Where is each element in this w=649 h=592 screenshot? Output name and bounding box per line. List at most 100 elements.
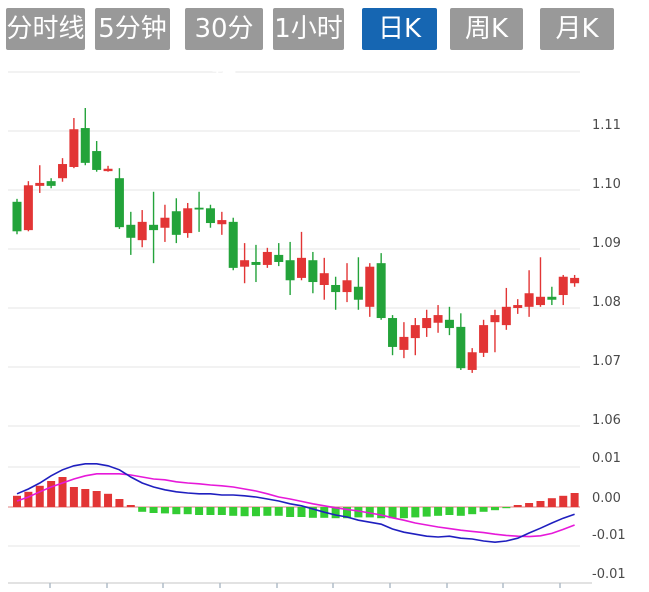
candle-body bbox=[444, 319, 454, 329]
macd-histogram-bar bbox=[24, 491, 33, 507]
tab-30min[interactable]: 30分钟 bbox=[185, 8, 263, 86]
candle bbox=[410, 318, 420, 356]
macd-histogram-bar bbox=[81, 489, 90, 507]
candle-body bbox=[240, 260, 250, 267]
candle bbox=[126, 211, 136, 255]
macd-histogram-bar bbox=[240, 507, 249, 517]
candle-body bbox=[217, 220, 227, 225]
macd-histogram-bar bbox=[377, 507, 386, 519]
candle-body bbox=[388, 318, 398, 347]
macd-histogram-bar bbox=[536, 501, 545, 507]
candle-body bbox=[114, 178, 124, 228]
dif-line bbox=[16, 462, 575, 544]
tab-weekly-k[interactable]: 周K bbox=[450, 8, 523, 50]
candle-body bbox=[80, 128, 90, 163]
candle-body bbox=[342, 280, 352, 293]
macd-histogram-bar bbox=[331, 507, 340, 519]
macd-histogram-bar bbox=[513, 505, 522, 507]
candle bbox=[399, 322, 409, 359]
macd-histogram-bar bbox=[547, 498, 556, 507]
candle-body bbox=[570, 277, 580, 284]
candle bbox=[501, 287, 511, 330]
macd-histogram-bar bbox=[195, 507, 204, 515]
macd-histogram-bar bbox=[388, 507, 397, 519]
price-tick-label: 1.06 bbox=[592, 413, 621, 428]
candle-body bbox=[365, 266, 375, 307]
candle bbox=[35, 165, 45, 193]
macd-histogram-bar bbox=[354, 507, 363, 518]
candle-body bbox=[490, 315, 500, 323]
candle bbox=[149, 191, 159, 264]
candle bbox=[194, 191, 204, 232]
candle-body bbox=[12, 201, 22, 232]
candle bbox=[137, 210, 147, 248]
macd-histogram-bar bbox=[422, 507, 431, 517]
candle bbox=[217, 211, 227, 235]
candle-body bbox=[69, 129, 79, 167]
candle bbox=[319, 257, 329, 300]
price-tick-label: 1.11 bbox=[592, 118, 621, 133]
candle-body bbox=[149, 224, 159, 231]
candle-body bbox=[513, 305, 523, 308]
macd-histogram-bar bbox=[183, 507, 192, 515]
candle-body bbox=[297, 257, 306, 278]
candle-body bbox=[137, 221, 147, 241]
candle bbox=[103, 165, 113, 172]
candle-body bbox=[46, 181, 56, 186]
macd-indicator-layer bbox=[13, 462, 579, 544]
candle-body bbox=[501, 306, 511, 326]
candle bbox=[58, 158, 68, 182]
tab-5min[interactable]: 5分钟 bbox=[95, 8, 170, 50]
macd-histogram-bar bbox=[229, 507, 238, 516]
candle-body bbox=[92, 151, 102, 170]
candle bbox=[251, 244, 261, 283]
candle bbox=[171, 198, 181, 244]
macd-histogram-bar bbox=[456, 507, 465, 516]
macd-histogram-bar bbox=[217, 507, 226, 515]
candle bbox=[240, 243, 250, 284]
candle-body bbox=[319, 273, 329, 285]
candle bbox=[365, 263, 375, 317]
candle-body bbox=[274, 254, 284, 262]
candle bbox=[388, 315, 398, 356]
candle bbox=[205, 204, 215, 228]
candle bbox=[524, 270, 534, 317]
macd-tick-label: -0.01 bbox=[592, 567, 626, 582]
tab-monthly-k[interactable]: 月K bbox=[540, 8, 614, 50]
tab-minute-line[interactable]: 分时线 bbox=[6, 8, 85, 50]
macd-histogram-bar bbox=[126, 505, 135, 507]
candle bbox=[183, 202, 193, 238]
macd-histogram-bar bbox=[308, 507, 317, 518]
candle bbox=[80, 107, 90, 166]
macd-histogram-bar bbox=[69, 487, 78, 507]
macd-histogram-bar bbox=[58, 477, 67, 507]
tab-1hour[interactable]: 1小时 bbox=[273, 8, 344, 50]
candle bbox=[558, 274, 568, 306]
candle-body bbox=[479, 325, 489, 353]
candle-body bbox=[422, 318, 432, 329]
macd-tick-label: -0.01 bbox=[592, 528, 626, 543]
tab-daily-k[interactable]: 日K bbox=[362, 8, 437, 50]
macd-histogram-bar bbox=[274, 507, 283, 516]
candle-body bbox=[126, 224, 136, 238]
candle bbox=[228, 217, 238, 271]
candle bbox=[46, 178, 56, 189]
candle bbox=[331, 276, 341, 310]
price-tick-label: 1.08 bbox=[592, 295, 621, 310]
dea-line bbox=[16, 472, 575, 538]
macd-histogram-bar bbox=[490, 507, 499, 511]
candle-body bbox=[410, 325, 420, 339]
macd-histogram-bar bbox=[104, 493, 113, 507]
candle-body bbox=[331, 284, 341, 293]
macd-tick-label: 0.01 bbox=[592, 451, 621, 466]
candle-body bbox=[399, 336, 409, 350]
candles-layer bbox=[12, 107, 580, 373]
macd-histogram-bar bbox=[115, 499, 124, 507]
macd-histogram-bar bbox=[525, 503, 534, 507]
macd-histogram-bar bbox=[445, 507, 454, 515]
candle-body bbox=[433, 315, 443, 323]
axis-labels: 1.11 1.10 1.09 1.08 1.07 1.06 0.01 0.00 … bbox=[592, 118, 626, 582]
candle bbox=[479, 319, 489, 357]
macd-histogram-bar bbox=[479, 507, 488, 512]
